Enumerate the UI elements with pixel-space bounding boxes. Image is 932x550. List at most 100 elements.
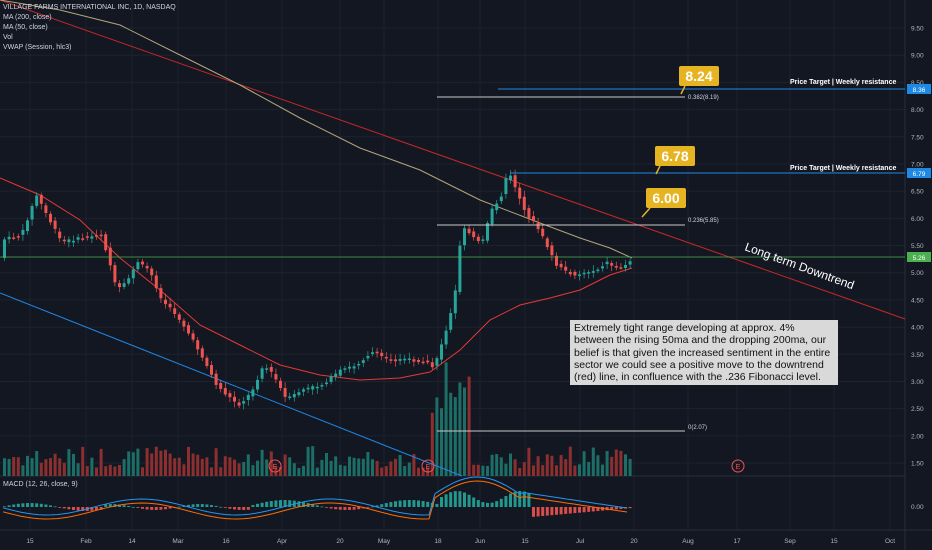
candle-body <box>256 379 259 390</box>
volume-bar <box>334 456 338 476</box>
volume-bar <box>21 465 25 476</box>
volume-bar <box>191 453 195 476</box>
volume-bar <box>81 446 85 476</box>
macd-hist-bar <box>476 500 480 507</box>
volume-bar <box>311 446 315 476</box>
price-axis[interactable]: 9.50 9.00 8.50 8.00 7.50 7.00 6.50 6.00 5.50 5.00… <box>911 26 924 468</box>
ma50-line <box>0 177 633 381</box>
price-tag-last-text: 5.26 <box>913 255 926 262</box>
candle-body <box>191 333 195 340</box>
legend-ma200[interactable]: MA (200, close) <box>3 14 52 21</box>
volume-bar <box>269 451 273 476</box>
macd-hist-bar <box>302 502 305 507</box>
candle-body <box>26 220 29 232</box>
price-tag-target-2-text: 6.79 <box>913 171 926 178</box>
earnings-marker-2[interactable]: E <box>421 459 435 473</box>
macd-hist-bar <box>223 507 227 508</box>
volume-bar <box>329 460 333 476</box>
downtrend-line[interactable] <box>0 0 906 320</box>
candle-body <box>196 340 200 350</box>
macd-hist-bar <box>7 505 11 507</box>
time-axis-label: Apr <box>277 538 288 545</box>
volume-bar <box>559 454 563 476</box>
volume-bar <box>412 454 416 476</box>
macd-hist-bar <box>486 502 489 507</box>
volume-bar <box>141 467 144 476</box>
candle-body <box>242 401 246 404</box>
volume-bar <box>58 458 62 476</box>
candle-body <box>246 394 250 401</box>
analysis-note[interactable]: Extremely tight range developing at appr… <box>570 320 838 386</box>
candle-body <box>522 196 526 210</box>
volume-bar <box>440 408 443 476</box>
candle-body <box>559 263 563 268</box>
candle-body <box>481 239 485 241</box>
macd-hist-bar <box>610 507 614 510</box>
candlesticks <box>3 169 632 410</box>
support-trendline[interactable] <box>0 292 463 477</box>
volume-bar <box>196 454 200 476</box>
macd-hist-bar <box>444 494 448 507</box>
fib-382-label: 0.382(8.19) <box>688 95 719 101</box>
candle-body <box>39 194 43 204</box>
macd-hist-bar <box>407 500 411 507</box>
time-axis-label: May <box>378 538 391 545</box>
volume-bar <box>348 456 351 476</box>
macd-hist-bar <box>315 505 319 507</box>
macd-hist-bar <box>564 507 568 514</box>
volume-bar <box>541 465 545 476</box>
macd-hist-bar <box>458 491 462 507</box>
candle-body <box>536 223 540 230</box>
volume-bar <box>343 465 347 476</box>
volume-bar <box>168 453 172 476</box>
macd-hist-bar <box>403 500 407 507</box>
macd-hist-bar <box>283 500 287 507</box>
volume-bar <box>596 455 600 476</box>
volume-bar <box>246 454 250 476</box>
time-axis-label: 15 <box>26 538 34 545</box>
candle-body <box>187 325 190 334</box>
volume-bar <box>527 447 531 476</box>
candle-body <box>131 269 135 279</box>
volume-bar <box>564 459 568 476</box>
earnings-marker-3[interactable]: E <box>731 459 745 473</box>
candle-body <box>449 313 453 330</box>
volume-bar <box>154 446 158 476</box>
macd-hist-bar <box>196 504 200 507</box>
volume-bar <box>467 376 471 476</box>
volume-bar <box>210 467 213 476</box>
callout-6-00[interactable]: 6.00 <box>641 188 686 218</box>
earnings-marker-text-1: E <box>273 464 278 471</box>
candle-body <box>44 205 48 213</box>
volume-bar <box>302 465 305 476</box>
macd-hist-bar <box>453 491 457 507</box>
callout-6-78[interactable]: 6.78 <box>655 146 695 175</box>
volume-bar <box>214 448 218 476</box>
macd-hist-bar <box>279 500 282 507</box>
legend-vwap[interactable]: VWAP (Session, hlc3) <box>3 44 72 51</box>
candle-body <box>343 368 347 370</box>
earnings-marker-1[interactable]: E <box>268 459 282 473</box>
candle-body <box>164 299 167 305</box>
macd-hist-bar <box>219 506 223 508</box>
time-axis-label: 15 <box>521 538 529 545</box>
candle-body <box>467 228 471 234</box>
volume-bar <box>371 459 374 476</box>
macd-hist-bar <box>288 500 292 507</box>
candle-body <box>394 359 397 362</box>
candle-body <box>352 366 356 369</box>
volume-bar <box>421 467 425 476</box>
macd-legend[interactable]: MACD (12, 26, close, 9) <box>3 481 78 488</box>
price-axis-label: 2.00 <box>911 433 924 440</box>
candle-body <box>127 278 131 284</box>
candle-body <box>104 234 108 251</box>
candle-body <box>435 358 439 366</box>
volume-bar <box>150 453 154 476</box>
volume-bar <box>67 449 71 476</box>
legend-ma50[interactable]: MA (50, close) <box>3 24 48 31</box>
callout-8-24[interactable]: 8.24 <box>679 66 719 95</box>
legend-vol[interactable]: Vol <box>3 34 13 41</box>
macd-hist-bar <box>200 504 204 507</box>
time-axis[interactable]: 15 Feb 14 Mar 16 Apr 20 May 18 Jun 15 Jul 20 Aug 17 Sep… <box>26 538 895 545</box>
